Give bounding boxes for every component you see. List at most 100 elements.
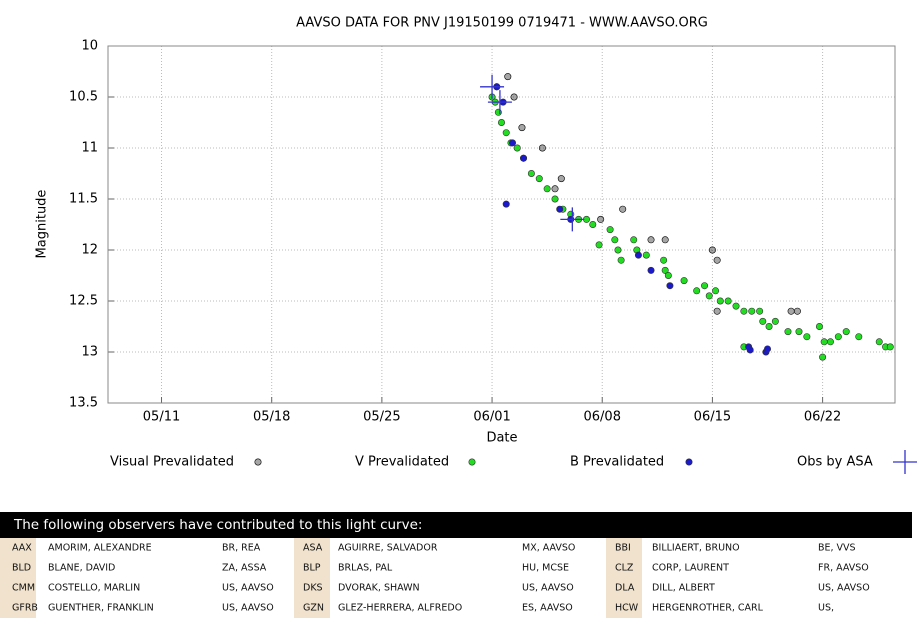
table-cell: GUENTHER, FRANKLIN: [48, 603, 154, 614]
table-cell: DVORAK, SHAWN: [338, 583, 420, 594]
legend-label: Obs by ASA: [797, 455, 873, 470]
point: [875, 338, 883, 346]
table-cell: CORP, LAURENT: [652, 563, 729, 574]
x-tick-label: 06/22: [804, 410, 841, 425]
point: [765, 322, 773, 330]
legend-label: Visual Prevalidated: [110, 455, 234, 470]
table-cell: GFRB: [12, 603, 38, 614]
y-tick-label: 12.5: [69, 294, 98, 309]
point: [606, 226, 614, 234]
table-cell: DKS: [303, 583, 323, 594]
x-tick-label: 06/15: [694, 410, 731, 425]
x-tick-label: 05/25: [363, 410, 400, 425]
point: [834, 333, 842, 341]
point: [630, 236, 638, 244]
y-tick-label: 12: [81, 243, 98, 258]
point: [815, 322, 823, 330]
point: [819, 353, 827, 361]
table-cell: MX, AAVSO: [522, 543, 575, 554]
point: [701, 282, 709, 290]
point: [820, 338, 828, 346]
table-header-bar: [0, 512, 912, 538]
point: [826, 338, 834, 346]
point: [705, 292, 713, 300]
code-cell-bg: [0, 598, 36, 618]
point: [724, 297, 732, 305]
table-cell: GLEZ-HERRERA, ALFREDO: [338, 603, 462, 614]
point: [538, 144, 546, 152]
table-cell: BR, REA: [222, 543, 261, 554]
point: [634, 251, 642, 259]
point: [732, 302, 740, 310]
legend-symbol: [468, 458, 476, 466]
point: [708, 246, 716, 254]
table-cell: FR, AAVSO: [818, 563, 869, 574]
table-cell: BRLAS, PAL: [338, 563, 393, 574]
x-tick-label: 06/01: [473, 410, 510, 425]
legend-symbol: [893, 450, 917, 474]
y-tick-label: 13.5: [69, 396, 98, 411]
y-tick-label: 10: [81, 39, 98, 54]
code-cell-bg: [294, 538, 330, 558]
point: [509, 139, 517, 147]
point: [502, 129, 510, 137]
point: [855, 333, 863, 341]
code-cell-bg: [0, 558, 36, 578]
x-tick-label: 06/08: [584, 410, 621, 425]
point: [502, 200, 510, 208]
point: [557, 175, 565, 183]
point: [518, 124, 526, 132]
legend-symbol: [254, 458, 262, 466]
code-cell-bg: [0, 578, 36, 598]
point: [513, 144, 521, 152]
point: [520, 154, 528, 162]
table-cell: COSTELLO, MARLIN: [48, 583, 140, 594]
chart-title: AAVSO DATA FOR PNV J19150199 0719471 - W…: [296, 16, 708, 31]
point: [746, 346, 754, 354]
point: [793, 307, 801, 315]
table-cell: US, AAVSO: [222, 603, 274, 614]
point: [787, 307, 795, 315]
table-cell: GZN: [303, 603, 324, 614]
table-cell: HU, MCSE: [522, 563, 569, 574]
point: [642, 251, 650, 259]
table-cell: BLP: [303, 563, 321, 574]
code-cell-bg: [294, 578, 330, 598]
code-cell-bg: [606, 578, 642, 598]
code-cell-bg: [294, 558, 330, 578]
point: [614, 246, 622, 254]
table-cell: DILL, ALBERT: [652, 583, 715, 594]
point: [589, 221, 597, 229]
plus-marker: [487, 90, 512, 115]
point: [771, 317, 779, 325]
table-cell: US, AAVSO: [818, 583, 870, 594]
x-axis-label: Date: [486, 431, 517, 446]
table-cell: BE, VVS: [818, 543, 856, 554]
point: [756, 307, 764, 315]
x-tick-label: 05/18: [253, 410, 290, 425]
point: [595, 241, 603, 249]
x-tick-label: 05/11: [143, 410, 180, 425]
legend-label: B Prevalidated: [570, 455, 664, 470]
table-header: The following observers have contributed…: [13, 517, 422, 533]
code-cell-bg: [606, 598, 642, 618]
code-cell-bg: [606, 538, 642, 558]
plus-marker: [480, 74, 505, 99]
point: [712, 287, 720, 295]
point: [661, 266, 669, 274]
table-cell: BLANE, DAVID: [48, 563, 115, 574]
chart-background: [0, 0, 917, 490]
table-cell: US,: [818, 603, 834, 614]
code-cell-bg: [294, 598, 330, 618]
point: [713, 307, 721, 315]
point: [886, 343, 894, 351]
table-cell: DLA: [615, 583, 635, 594]
table-cell: US, AAVSO: [522, 583, 574, 594]
y-tick-label: 11: [81, 141, 98, 156]
table-cell: ZA, ASSA: [222, 563, 267, 574]
table-cell: CMM: [12, 583, 35, 594]
table-cell: BLD: [12, 563, 31, 574]
point: [647, 236, 655, 244]
point: [617, 256, 625, 264]
